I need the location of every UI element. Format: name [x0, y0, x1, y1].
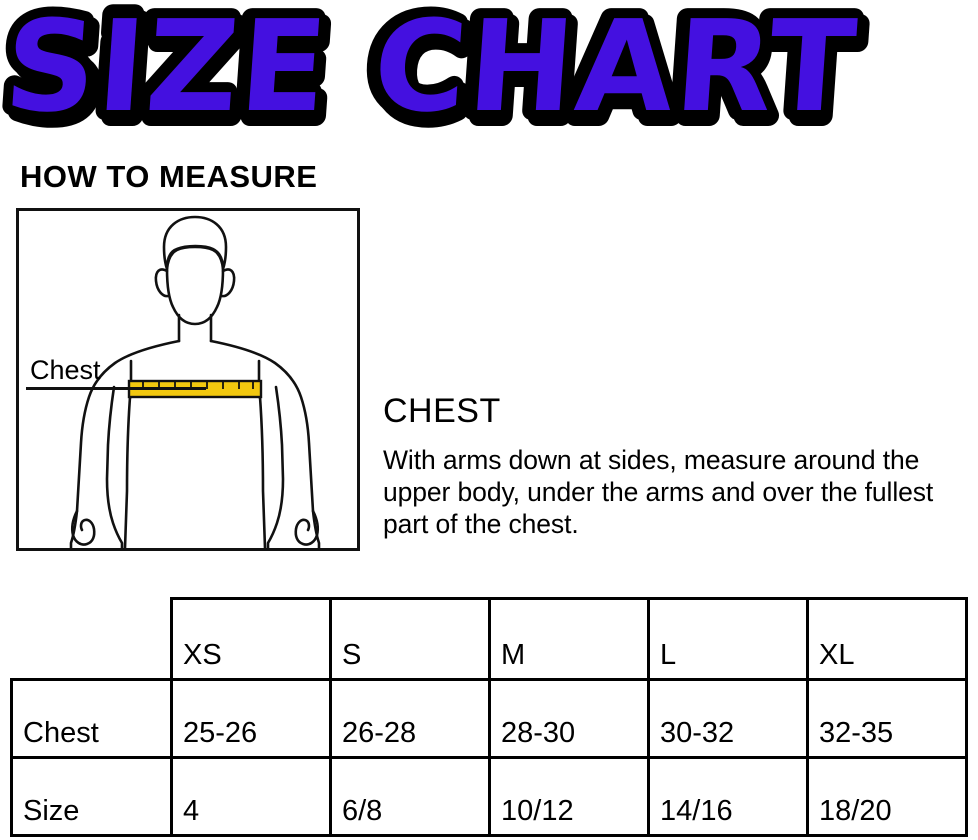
- hair-icon: [162, 215, 228, 271]
- how-to-measure-illustration: [16, 208, 360, 551]
- cell-chest-xl: 32-35: [806, 678, 968, 759]
- table-header-row: XS S M L XL: [12, 597, 968, 681]
- title-outline: SiZE CHART: [0, 0, 858, 140]
- table-header-s: S: [329, 597, 491, 681]
- table-corner-cell: [12, 599, 172, 680]
- chest-callout-label: Chest: [30, 355, 101, 385]
- chest-description-block: CHEST With arms down at sides, measure a…: [383, 392, 973, 540]
- table-row: Chest 25-26 26-28 28-30 30-32 32-35: [10, 678, 968, 759]
- torso-right-edge: [258, 395, 267, 548]
- left-hand: [70, 509, 96, 546]
- right-shoulder-arm-outer: [209, 339, 321, 548]
- table-header-m: M: [488, 597, 650, 681]
- right-hand: [294, 509, 320, 546]
- cell-chest-m: 28-30: [488, 678, 650, 759]
- table-header-l: L: [647, 597, 809, 681]
- size-chart-table: XS S M L XL Chest 25-26 26-28 28-30 30-3…: [10, 597, 968, 837]
- cell-size-xs: 4: [170, 756, 332, 837]
- left-shoulder-arm-outer: [69, 339, 181, 548]
- cell-size-s: 6/8: [329, 756, 491, 837]
- table-row: Size 4 6/8 10/12 14/16 18/20: [10, 756, 968, 837]
- page-title-banner: .ttl { font-family: "DejaVu Sans", sans-…: [0, 0, 978, 150]
- chest-leader-line: [26, 387, 206, 390]
- cell-chest-xs: 25-26: [170, 678, 332, 759]
- right-arm-inner: [266, 385, 285, 548]
- title-fill: SIZE CHART: [0, 0, 862, 140]
- cell-size-l: 14/16: [647, 756, 809, 837]
- size-chart-title-art: .ttl { font-family: "DejaVu Sans", sans-…: [0, 0, 874, 150]
- torso-left-edge: [123, 395, 132, 548]
- title-shadow: SiZE CHART: [6, 0, 864, 146]
- cell-chest-l: 30-32: [647, 678, 809, 759]
- right-ear: [220, 268, 236, 298]
- row-label-chest: Chest: [10, 678, 173, 759]
- left-arm-inner: [105, 385, 124, 548]
- cell-chest-s: 26-28: [329, 678, 491, 759]
- table-header-xl: XL: [806, 597, 968, 681]
- cell-size-xl: 18/20: [806, 756, 968, 837]
- cell-size-m: 10/12: [488, 756, 650, 837]
- table-header-xs: XS: [170, 597, 332, 681]
- left-ear: [154, 268, 170, 298]
- face-shape: [165, 244, 225, 326]
- chest-description-title: CHEST: [383, 392, 501, 430]
- how-to-measure-heading: HOW TO MEASURE: [20, 159, 318, 194]
- row-label-size: Size: [10, 756, 173, 837]
- chest-description-body: With arms down at sides, measure around …: [383, 445, 934, 539]
